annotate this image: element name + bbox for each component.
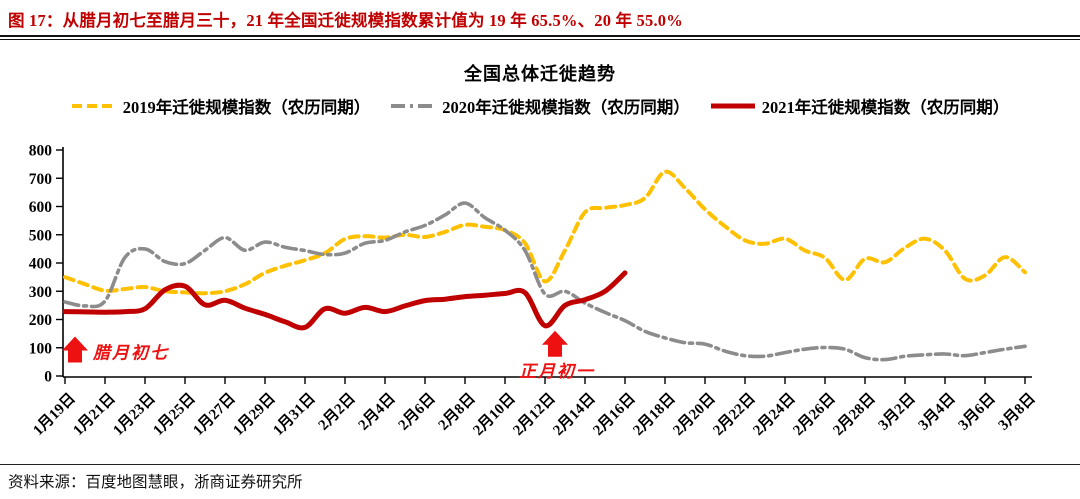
x-axis-label: 2月24日 xyxy=(750,390,799,439)
legend-swatch-2020-dashdot-line xyxy=(391,104,436,108)
legend-label-2019: 2019年迁徙规模指数（农历同期） xyxy=(122,98,371,117)
y-axis-label: 700 xyxy=(29,171,53,188)
x-axis-label: 1月31日 xyxy=(270,390,319,439)
y-axis-label: 300 xyxy=(29,284,53,301)
x-axis-label: 2月28日 xyxy=(830,390,879,439)
annotation-arrow-up-icon xyxy=(542,330,568,357)
x-axis-label: 1月21日 xyxy=(70,390,119,439)
legend-label-2021: 2021年迁徙规模指数（农历同期） xyxy=(761,98,1010,117)
series-line-2019年 xyxy=(63,169,1027,296)
y-axis-label: 200 xyxy=(29,312,53,329)
x-axis-label: 2月22日 xyxy=(710,390,759,439)
x-axis-label: 3月4日 xyxy=(915,390,959,434)
x-axis-label: 2月16日 xyxy=(590,390,639,439)
chart-title: 全国总体迁徙趋势 xyxy=(464,64,616,84)
annotation-arrow-up-icon xyxy=(62,336,88,363)
x-axis-label: 2月14日 xyxy=(550,390,599,439)
legend-swatch-2021-solid-line xyxy=(710,103,755,109)
x-axis-label: 1月27日 xyxy=(190,390,239,439)
x-axis-label: 2月20日 xyxy=(670,390,719,439)
figure-title: 图 17：从腊月初七至腊月三十，21 年全国迁徙规模指数累计值为 19 年 65… xyxy=(8,11,683,30)
x-axis-label: 2月12日 xyxy=(510,390,559,439)
x-axis-label: 2月18日 xyxy=(630,390,679,439)
y-axis-label: 600 xyxy=(29,199,53,216)
x-axis-label: 1月25日 xyxy=(150,390,199,439)
series-line-2020年 xyxy=(63,201,1027,362)
x-axis-label: 3月2日 xyxy=(875,390,919,434)
x-axis-label: 2月4日 xyxy=(355,390,399,434)
legend-item-2021: 2021年迁徙规模指数（农历同期） xyxy=(710,94,1010,118)
y-axis-label: 800 xyxy=(29,143,53,160)
source-note: 资料来源：百度地图慧眼，浙商证券研究所 xyxy=(8,474,303,491)
x-axis-label: 2月26日 xyxy=(790,390,839,439)
y-axis-label: 500 xyxy=(29,227,53,244)
x-axis-label: 1月23日 xyxy=(110,390,159,439)
header-divider xyxy=(0,35,1080,40)
y-axis-label: 400 xyxy=(29,256,53,273)
x-axis-label: 2月6日 xyxy=(395,390,439,434)
x-axis-label: 1月29日 xyxy=(230,390,279,439)
y-axis-label: 100 xyxy=(29,340,53,357)
annotation-label: 正月初一 xyxy=(519,362,595,381)
y-axis-label: 0 xyxy=(44,369,52,386)
legend-item-2019: 2019年迁徙规模指数（农历同期） xyxy=(71,94,371,118)
x-axis-label: 3月6日 xyxy=(955,390,999,434)
legend-label-2020: 2020年迁徙规模指数（农历同期） xyxy=(442,98,690,117)
legend-swatch-2019-dashed-line xyxy=(71,104,116,108)
footer-divider xyxy=(0,464,1080,465)
x-axis-label: 2月2日 xyxy=(315,390,359,434)
legend-item-2020: 2020年迁徙规模指数（农历同期） xyxy=(390,94,690,118)
x-axis-label: 1月19日 xyxy=(30,390,79,439)
x-axis-label: 2月10日 xyxy=(470,390,519,439)
series-line-2021年 xyxy=(62,270,628,331)
annotation-label: 腊月初七 xyxy=(92,343,169,362)
chart-legend: 2019年迁徙规模指数（农历同期） 2020年迁徙规模指数（农历同期） 2021… xyxy=(0,94,1080,118)
x-axis-label: 3月8日 xyxy=(995,390,1039,434)
